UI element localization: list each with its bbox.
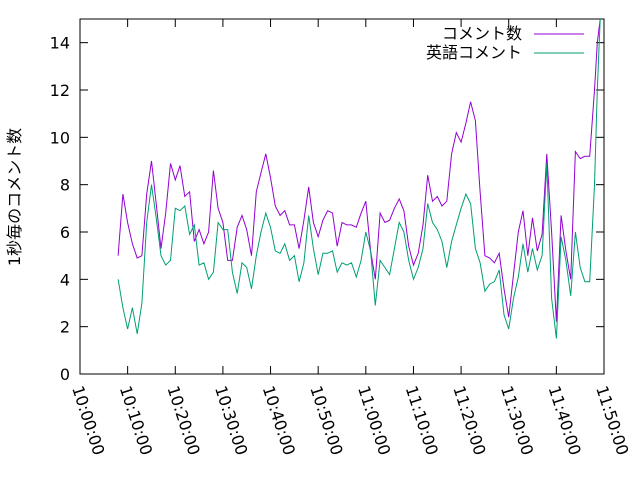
legend-label-1: 英語コメント [426,43,522,62]
plot-frame [79,18,605,375]
y-tick-label: 8 [60,176,70,195]
legend-label-0: コメント数 [442,24,522,43]
x-tick-label: 11:10:00 [402,383,442,457]
y-tick-label: 4 [60,270,70,289]
x-tick-label: 10:40:00 [259,383,299,457]
x-tick-label: 10:20:00 [163,383,203,457]
x-tick-label: 11:00:00 [354,383,394,457]
x-axis: 10:00:00 10:10:00 10:20:00 10:30:00 10:40:00… [68,19,632,458]
y-tick-label: 2 [60,318,70,337]
x-tick-label: 11:50:00 [592,383,632,457]
y-tick-label: 10 [50,128,70,147]
series-line-1 [117,18,601,339]
x-tick-label: 11:40:00 [545,383,585,457]
y-tick-label: 14 [50,34,70,53]
x-tick-label: 11:30:00 [497,383,537,457]
y-axis-label: 1秒毎のコメント数 [5,128,24,266]
y-tick-label: 0 [60,365,70,384]
x-tick-label: 10:30:00 [211,383,251,457]
y-axis: 0 2 4 6 8 10 12 14 [50,34,604,384]
y-tick-label: 6 [60,223,70,242]
series-line-0 [117,18,601,322]
x-tick-label: 10:50:00 [306,383,346,457]
series-group [117,18,601,339]
x-tick-label: 10:00:00 [68,383,108,457]
y-tick-label: 12 [50,81,70,100]
x-tick-label: 11:20:00 [449,383,489,457]
x-tick-label: 10:10:00 [116,383,156,457]
